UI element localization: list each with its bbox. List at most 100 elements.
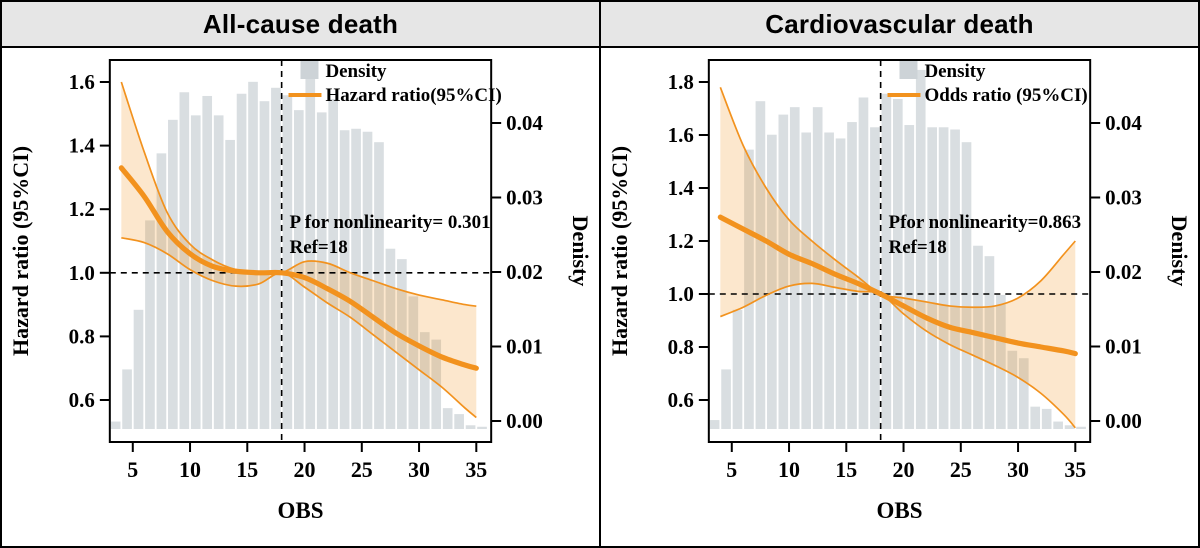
histogram-bar [904,125,915,429]
ci-lower-line [121,236,477,419]
ci-band [121,82,477,418]
ci-band-group [720,87,1076,428]
histogram-bar [168,119,178,429]
density-tick-label: 0.00 [506,409,543,433]
histogram-bar [431,339,442,429]
y-axis-ticks: 1.8 1.6 1.4 1.2 1.0 0.8 0.6 [668,70,709,412]
axis-titles: Hazard ratio (95%CI) Denisty OBS [607,146,1192,523]
histogram-bar [709,420,720,429]
histogram-bar [1030,406,1041,429]
panel-cardiovascular-death: Cardiovascular death 1.8 1.6 1.4 1.2 1.0 0.8 0… [601,2,1198,546]
x-tick-label: 35 [465,457,487,482]
y-tick-label: 1.0 [668,282,694,306]
histogram-bar [858,97,869,429]
histogram-bar [465,425,476,429]
density-axis-title: Denisty [1167,216,1192,287]
annotations: Pfor nonlinearity=0.863 Ref=18 [889,212,1082,258]
y-tick-label: 1.0 [69,261,95,285]
x-tick-label: 10 [179,457,201,482]
ci-band [720,87,1076,428]
y-tick-label: 1.4 [668,176,695,200]
histogram-bar [1053,421,1063,429]
histogram-bar [767,134,777,429]
histogram-bar [477,426,487,429]
p-nonlinearity-text: Pfor nonlinearity=0.863 [889,212,1082,233]
histogram-bar [801,132,812,429]
plot-frame [707,59,1092,443]
curves [717,86,1078,429]
histogram-bar [755,101,766,429]
histogram-bar [721,369,731,429]
histogram-bar [927,127,937,430]
histogram-bar [259,101,270,429]
ratio-curve [717,214,1078,357]
histogram-bar [305,71,316,430]
legend-ratio-label: Odds ratio (95%CI) [924,85,1087,106]
histogram-bar [732,309,743,429]
histogram-bar [328,98,338,429]
ci-lower-line [720,282,1076,429]
histogram-bar [156,153,167,429]
legend-density-label: Density [924,61,986,82]
histogram-bar [835,138,846,429]
histogram-bar [996,294,1006,429]
histogram-bar [293,110,304,429]
y-axis-ticks: 1.6 1.4 1.2 1.0 0.8 0.6 [69,70,110,412]
x-tick-label: 25 [950,457,972,482]
histogram-bar [961,142,972,430]
reference-lines [109,60,492,442]
histogram-bar [1041,408,1052,429]
ref-text: Ref=18 [290,237,348,258]
reference-lines [708,60,1091,442]
histogram-bar [248,81,258,429]
density-tick-label: 0.01 [1105,334,1142,358]
histogram-bar [282,95,293,430]
histogram-bar [915,69,926,429]
density-tick-label: 0.00 [1105,409,1142,433]
ci-band-group [121,82,477,418]
plot-frame [108,59,493,443]
histogram-bar [179,92,190,429]
histogram-bar [824,132,834,429]
y-tick-label: 1.6 [69,70,95,94]
density-axis-ticks: 0.00 0.01 0.02 0.03 0.04 [491,111,543,433]
x-tick-label: 30 [1007,457,1029,482]
density-tick-label: 0.02 [1105,260,1142,284]
density-axis-ticks: 0.00 0.01 0.02 0.03 0.04 [1090,111,1142,433]
histogram-bar [397,259,407,429]
histogram-bar [1007,350,1018,429]
histogram-bar [1018,358,1029,429]
histogram-bar [351,128,361,429]
p-nonlinearity-text: P for nonlinearity= 0.301 [290,212,491,233]
histogram-bar [870,127,880,430]
y-tick-label: 1.4 [69,134,96,158]
histogram-bar [984,256,995,429]
y-tick-label: 0.6 [668,388,694,412]
x-tick-label: 20 [893,457,915,482]
histogram-bar [778,114,789,430]
histogram-bar [110,421,121,429]
histogram-bar [1064,425,1075,429]
y-tick-label: 1.2 [69,197,95,221]
density-tick-label: 0.03 [1105,185,1142,209]
histogram-bar [374,142,384,430]
histogram-bar [385,248,396,429]
x-axis-title: OBS [877,498,923,523]
spline-chart-all-cause: 1.6 1.4 1.2 1.0 0.8 0.6 0.00 0.01 0.02 0.03 0.04 5 1… [8,59,593,523]
x-axis-title: OBS [278,498,324,523]
y-tick-label: 0.8 [69,324,95,348]
histogram-bar [316,112,327,429]
density-tick-label: 0.01 [506,334,543,358]
histogram-bars [709,69,1086,430]
x-tick-label: 15 [236,457,258,482]
y-tick-label: 0.6 [69,388,95,412]
density-tick-label: 0.04 [1105,111,1142,135]
y-tick-label: 1.6 [668,123,694,147]
density-tick-label: 0.02 [506,260,543,284]
x-tick-label: 30 [408,457,430,482]
y-tick-label: 0.8 [668,335,694,359]
histogram-bar [236,93,247,429]
histogram-bar [408,296,419,429]
histogram-bar [950,129,960,429]
density-tick-label: 0.04 [506,111,543,135]
